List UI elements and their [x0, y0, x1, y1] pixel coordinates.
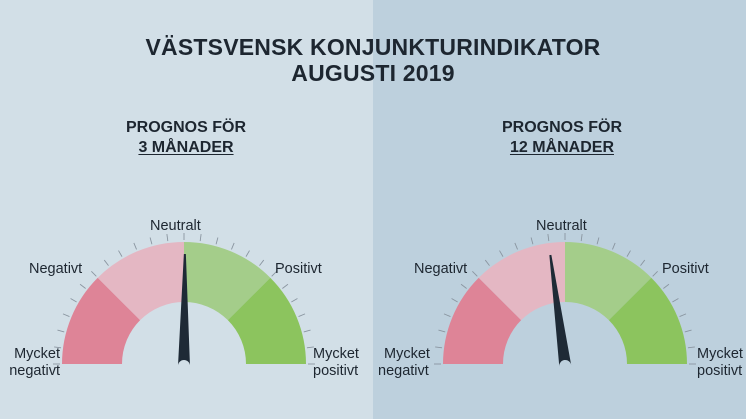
gauge-tick — [103, 259, 109, 266]
label-neutral: Neutralt — [150, 218, 201, 234]
gauge-tick — [514, 242, 518, 250]
gauge-tick — [626, 250, 631, 257]
label-very-positive-line-2: positivt — [313, 363, 359, 379]
label-positive: Positivt — [275, 261, 322, 277]
gauge-tick — [612, 242, 616, 250]
gauge-tick — [91, 271, 97, 277]
segment-negative — [478, 242, 565, 321]
gauge-tick — [640, 259, 646, 266]
gauge-tick — [472, 271, 478, 277]
gauge-needle — [549, 254, 572, 367]
gauge-tick — [149, 237, 153, 245]
gauge-tick — [484, 259, 490, 266]
gauge-heading-12-months: PROGNOS FÖR 12 MÅNADER — [432, 118, 692, 158]
gauge-heading-line-1: PROGNOS FÖR — [125, 119, 246, 136]
label-very-positive-line-2: positivt — [697, 363, 743, 379]
segment-negative — [97, 242, 184, 321]
segment-positive — [184, 242, 271, 321]
gauge-tick — [530, 237, 534, 245]
gauge-tick — [166, 234, 169, 242]
gauge-heading-line-2: 3 MÅNADER — [138, 139, 234, 156]
gauge-tick — [306, 346, 314, 349]
gauge-tick — [231, 242, 235, 250]
segment-very-negative — [62, 277, 141, 364]
gauge-heading-line-1: PROGNOS FÖR — [501, 119, 622, 136]
gauge-tick — [282, 283, 289, 289]
gauge-tick — [580, 234, 583, 242]
gauge-heading-line-2: 12 MÅNADER — [509, 139, 614, 156]
label-very-negative-line-1: Mycket — [384, 346, 430, 362]
gauge-tick — [298, 313, 306, 317]
gauge-tick — [245, 250, 250, 257]
label-very-positive-line-1: Mycket — [313, 346, 359, 362]
page-title: VÄSTSVENSK KONJUNKTURINDIKATOR AUGUSTI 2… — [0, 34, 746, 86]
segment-very-positive — [608, 277, 687, 364]
gauge-tick — [438, 329, 446, 333]
gauge-tick — [435, 346, 443, 349]
gauge-tick — [133, 242, 137, 250]
label-very-negative-line-2: negativt — [9, 363, 60, 379]
gauge-tick — [679, 313, 687, 317]
label-negative: Negativt — [29, 261, 83, 277]
gauge-tick — [291, 298, 298, 303]
gauge-tick — [303, 329, 311, 333]
gauge-tick — [199, 234, 202, 242]
gauge-needle — [177, 253, 190, 367]
gauge-heading-3-months: PROGNOS FÖR 3 MÅNADER — [56, 118, 316, 158]
label-very-positive-line-1: Mycket — [697, 346, 743, 362]
gauge-tick — [79, 283, 86, 289]
segment-very-negative — [443, 277, 522, 364]
gauge-tick — [672, 298, 679, 303]
gauge-tick — [652, 271, 658, 277]
segment-very-positive — [227, 277, 306, 364]
title-line-1: VÄSTSVENSK KONJUNKTURINDIKATOR — [145, 34, 601, 60]
gauge-tick — [547, 234, 550, 242]
label-positive: Positivt — [662, 261, 709, 277]
gauge-tick — [57, 329, 65, 333]
gauge-tick — [62, 313, 70, 317]
gauge-tick — [118, 250, 123, 257]
gauge-tick — [259, 259, 265, 266]
gauge-tick — [70, 298, 77, 303]
gauge-tick — [443, 313, 451, 317]
gauge-tick — [451, 298, 458, 303]
gauge-tick — [687, 346, 695, 349]
label-negative: Negativt — [414, 261, 468, 277]
label-neutral: Neutralt — [536, 218, 587, 234]
gauge-tick — [271, 271, 277, 277]
gauge-tick — [215, 237, 219, 245]
gauge-tick — [499, 250, 504, 257]
gauge-tick — [684, 329, 692, 333]
gauge-tick — [460, 283, 467, 289]
gauge-tick — [596, 237, 600, 245]
label-very-negative-line-2: negativt — [378, 363, 429, 379]
title-line-2: AUGUSTI 2019 — [291, 60, 455, 86]
segment-positive — [565, 242, 652, 321]
gauge-tick — [54, 346, 62, 349]
label-very-negative-line-1: Mycket — [14, 346, 60, 362]
gauge-tick — [663, 283, 670, 289]
